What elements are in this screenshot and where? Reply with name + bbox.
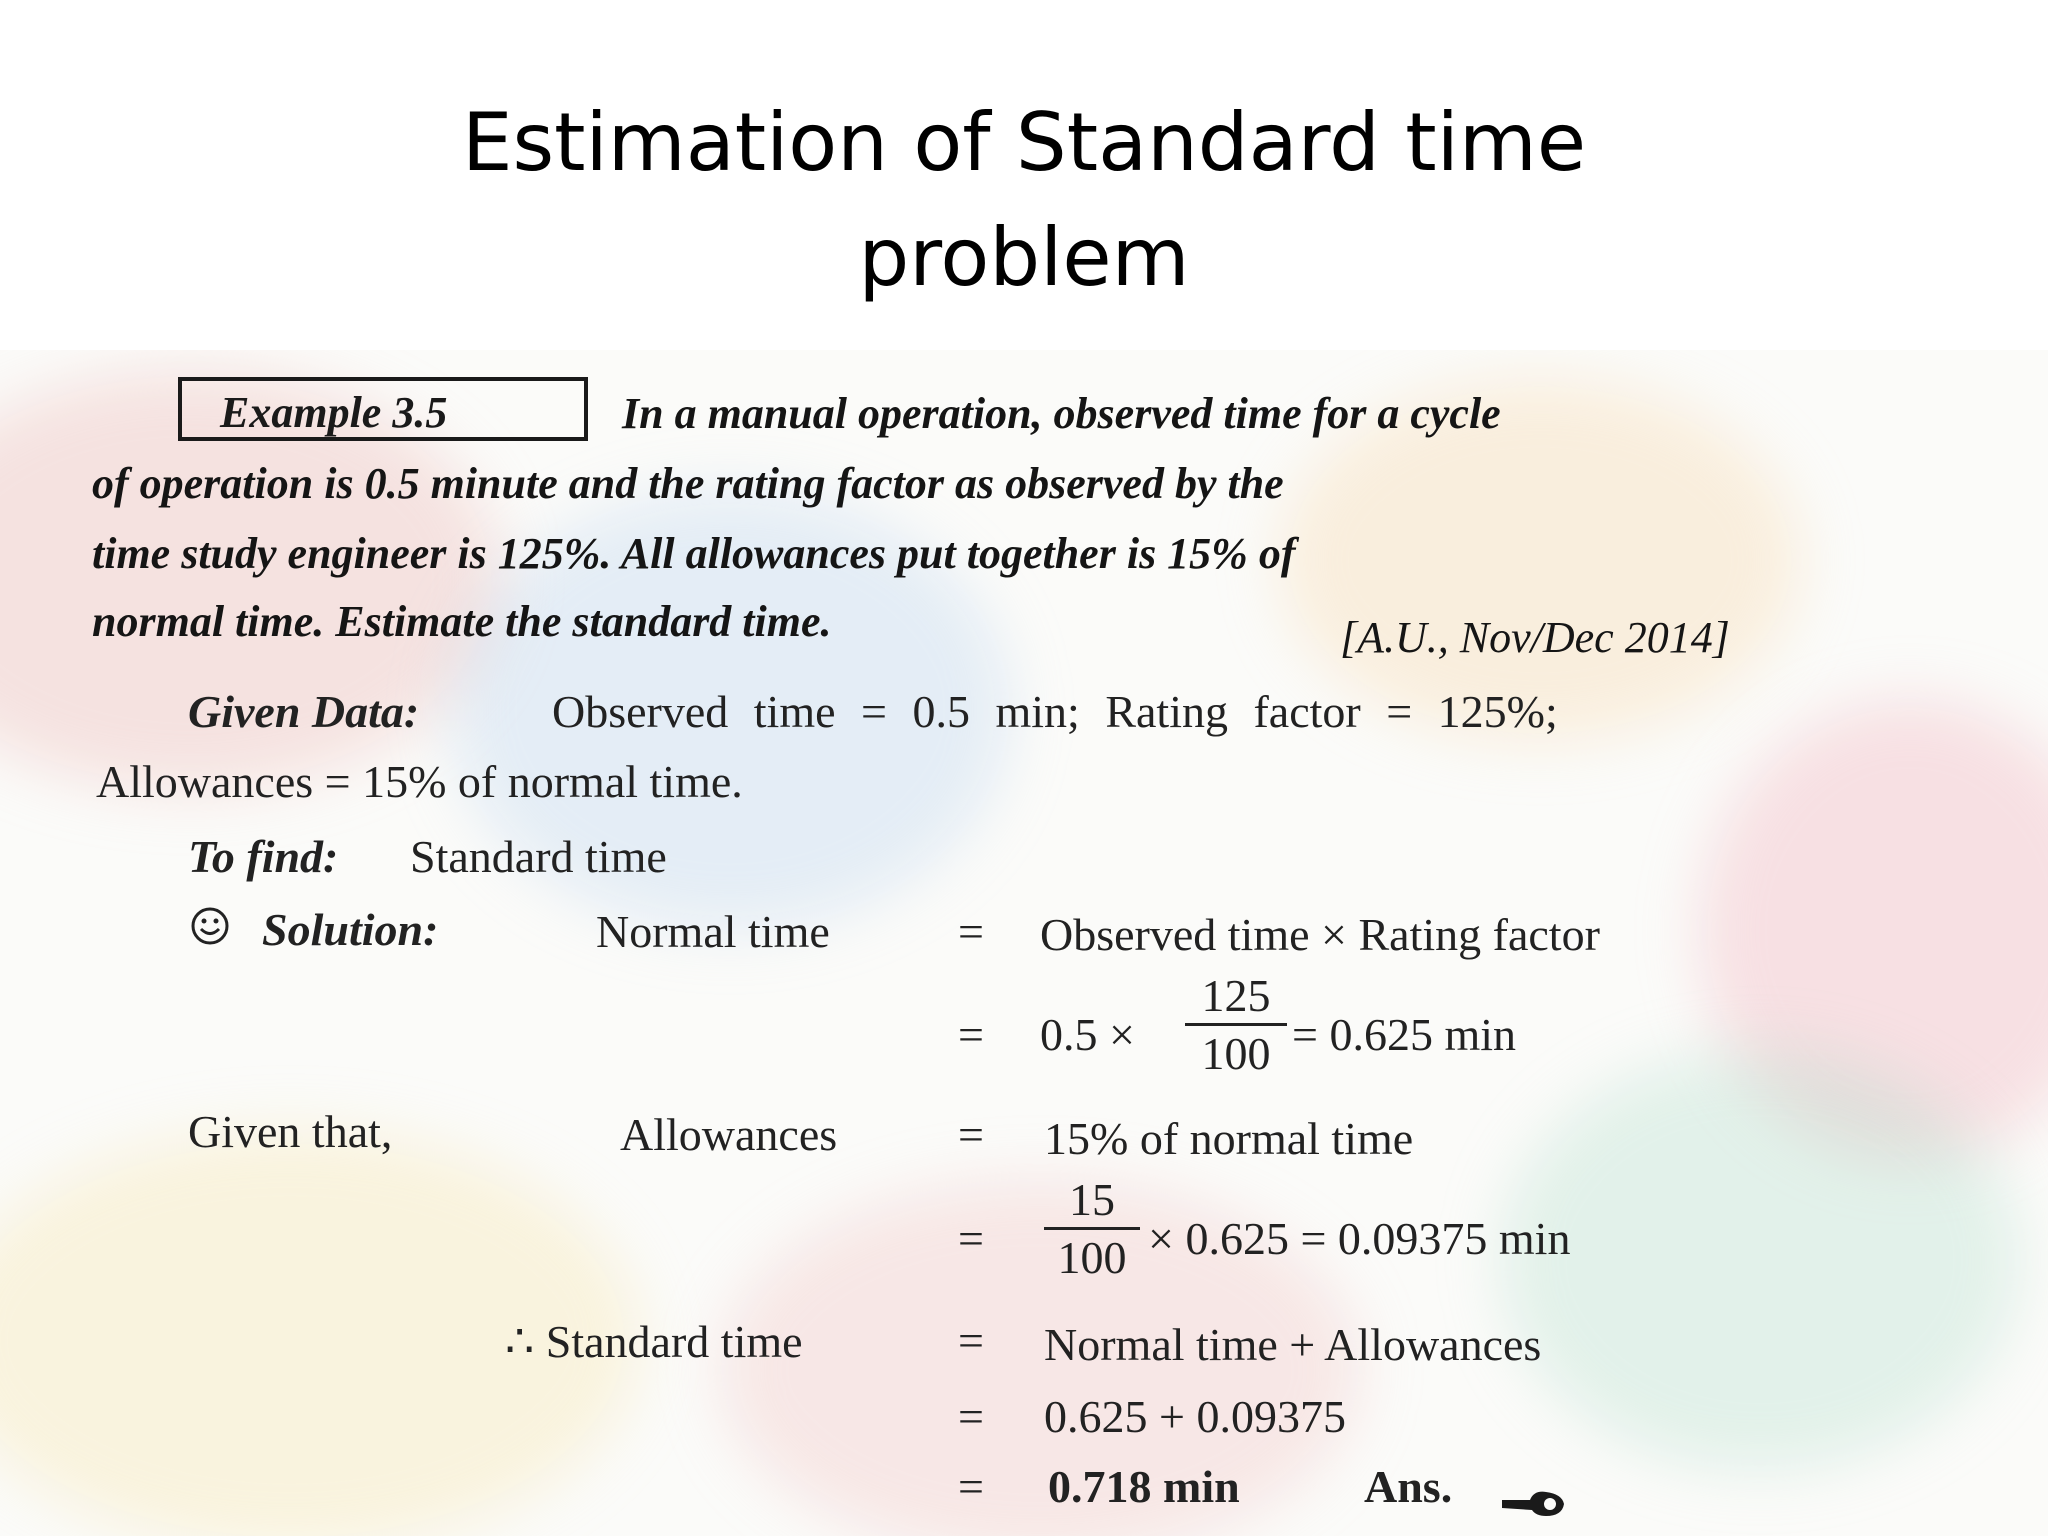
fraction-denominator: 100 — [1057, 1232, 1127, 1283]
standard-time-formula: Normal time + Allowances — [1044, 1319, 1542, 1370]
background-watermark-blob — [1500, 1050, 2020, 1470]
standard-time-sum: 0.625 + 0.09375 — [1044, 1391, 1346, 1442]
equals-sign: = — [958, 1461, 984, 1512]
to-find-text: Standard time — [410, 831, 667, 882]
fraction-denominator: 100 — [1201, 1028, 1271, 1079]
slide-title-line-1: Estimation of Standard time — [461, 96, 1587, 189]
normal-time-label: Normal time — [596, 906, 830, 957]
problem-line-2: of operation is 0.5 minute and the ratin… — [92, 459, 1284, 508]
given-data-text-2: Allowances = 15% of normal time. — [96, 756, 743, 807]
fraction-numerator: 15 — [1069, 1174, 1115, 1225]
problem-line-1: In a manual operation, observed time for… — [622, 389, 1501, 438]
problem-reference: [A.U., Nov/Dec 2014] — [1340, 613, 1730, 662]
equals-sign: = — [958, 1213, 984, 1264]
pointing-hand-icon — [1502, 1491, 1564, 1516]
allowances-label: Allowances — [620, 1109, 838, 1160]
fraction-15-over-100: 15 100 — [1044, 1176, 1140, 1282]
final-answer-value: 0.718 min — [1048, 1461, 1240, 1512]
allowances-result: × 0.625 = 0.09375 min — [1148, 1213, 1571, 1264]
equals-sign: = — [958, 1109, 984, 1160]
equals-sign: = — [958, 1315, 984, 1366]
background-watermark-blob — [1700, 700, 2048, 1160]
standard-time-label: ∴ Standard time — [505, 1316, 803, 1367]
smiley-icon — [191, 907, 229, 945]
fraction-bar — [1044, 1227, 1140, 1230]
fraction-bar — [1185, 1023, 1287, 1026]
example-label: Example 3.5 — [220, 388, 448, 437]
normal-time-formula: Observed time × Rating factor — [1040, 909, 1600, 960]
fraction-numerator: 125 — [1201, 970, 1271, 1021]
allowances-formula: 15% of normal time — [1044, 1113, 1414, 1164]
given-that-label: Given that, — [188, 1106, 393, 1157]
problem-line-4: normal time. Estimate the standard time. — [92, 597, 832, 646]
normal-time-calc-prefix: 0.5 × — [1040, 1009, 1135, 1060]
solution-label: Solution: — [262, 904, 439, 955]
equals-sign: = — [958, 1391, 984, 1442]
to-find-label: To find: — [188, 831, 339, 882]
background-watermark-blob — [450, 490, 1010, 930]
fraction-125-over-100: 125 100 — [1185, 972, 1287, 1078]
equals-sign: = — [958, 906, 984, 957]
background-watermark-blob — [720, 1180, 1360, 1536]
background-watermark-blob — [1280, 380, 1800, 740]
problem-line-3: time study engineer is 125%. All allowan… — [92, 529, 1296, 578]
background-watermark-blob — [0, 1130, 640, 1536]
slide-title-line-2: problem — [858, 211, 1190, 304]
given-data-text-1: Observed time = 0.5 min; Rating factor =… — [552, 686, 1558, 737]
given-data-label: Given Data: — [188, 686, 420, 737]
answer-label: Ans. — [1364, 1461, 1453, 1512]
equals-sign: = — [958, 1009, 984, 1060]
scanned-problem-image: Example 3.5 In a manual operation, obser… — [0, 350, 2048, 1536]
example-label-box: Example 3.5 — [178, 377, 588, 441]
normal-time-result: = 0.625 min — [1292, 1009, 1517, 1060]
